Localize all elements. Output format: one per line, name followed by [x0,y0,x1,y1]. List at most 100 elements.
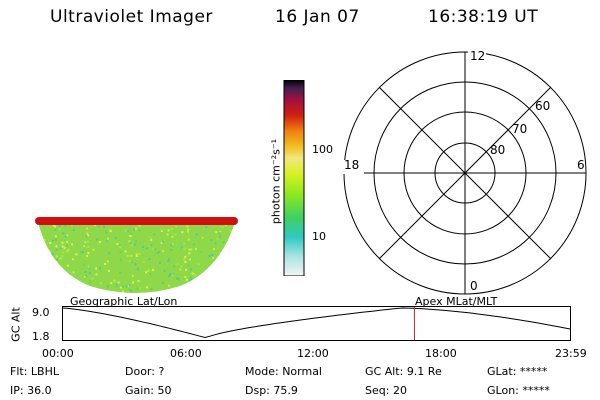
image-speckle [149,236,152,239]
image-speckle [145,247,148,250]
image-speckle [53,288,56,291]
image-speckle [130,290,133,292]
image-speckle [184,276,187,278]
image-speckle [209,269,212,272]
image-speckle [128,284,131,287]
image-speckle [130,254,133,257]
image-speckle [119,245,122,248]
image-speckle [172,273,175,276]
image-speckle [103,225,106,228]
image-speckle [166,233,169,236]
image-speckle [167,229,170,232]
image-speckle [229,229,232,232]
image-speckle [180,265,183,268]
image-speckle [65,276,68,279]
image-speckle [56,275,59,278]
image-speckle [87,252,90,255]
image-speckle [213,248,215,251]
mlat-label-70: 70 [512,122,527,136]
image-speckle [211,254,214,257]
image-speckle [186,288,189,291]
status-door: Door: ? [125,365,165,378]
image-speckle [126,254,129,257]
colorbar-tick-10: 10 [312,230,326,243]
image-speckle [126,230,129,233]
image-speckle [107,285,109,288]
status-glon: GLon: ***** [487,384,550,397]
image-speckle [135,255,138,257]
image-speckle [154,248,157,251]
mlt-label-12: 12 [470,49,485,63]
image-speckle [189,268,192,271]
x-tick-0000: 00:00 [42,347,74,360]
image-speckle [113,279,116,282]
image-speckle [216,261,219,263]
image-speckle [197,263,200,266]
image-speckle [71,258,74,261]
image-speckle [168,275,171,278]
image-speckle [64,281,67,284]
image-speckle [129,241,132,244]
image-speckle [41,242,44,245]
image-speckle [169,273,172,276]
image-speckle [228,279,231,282]
image-speckle [89,280,92,283]
image-speckle [224,280,227,283]
image-speckle [105,231,107,234]
image-speckle [232,257,235,260]
image-speckle [160,241,163,244]
image-speckle [71,243,73,246]
image-speckle [119,271,122,274]
image-speckle [66,241,69,243]
image-speckle [116,285,119,288]
image-speckle [187,228,190,231]
image-speckle [170,243,173,246]
image-speckle [216,265,219,268]
image-speckle [87,245,90,248]
image-speckle [183,247,186,250]
image-speckle [38,239,41,242]
image-speckle [174,233,177,236]
image-speckle [138,229,141,232]
image-speckle [89,285,92,288]
alt-tick-high: 9.0 [32,306,50,319]
image-speckle [146,286,148,289]
image-speckle [39,253,42,256]
image-speckle [48,249,51,252]
image-speckle [176,277,179,280]
image-speckle [63,246,66,249]
image-speckle [184,255,187,258]
image-speckle [187,238,190,241]
image-speckle [41,279,44,281]
image-speckle [110,282,113,285]
image-speckle [185,278,188,281]
image-speckle [153,233,156,236]
x-tick-2359: 23:59 [555,347,587,360]
image-speckle [128,291,131,293]
image-speckle [152,247,155,250]
image-speckle [150,288,153,290]
image-speckle [173,265,176,268]
image-speckle [168,284,171,287]
image-speckle [228,288,231,291]
image-speckle [193,288,196,290]
x-tick-1200: 12:00 [297,347,329,360]
image-speckle [121,285,124,288]
image-speckle [118,243,121,246]
image-speckle [136,287,139,290]
image-speckle [181,231,184,234]
status-flt: Flt: LBHL [10,365,59,378]
image-speckle [60,247,63,249]
image-speckle [228,286,231,289]
image-speckle [96,238,99,241]
image-speckle [119,258,122,261]
image-speckle [204,280,207,283]
image-speckle [230,249,233,252]
image-speckle [58,257,61,260]
image-speckle [170,249,173,251]
image-speckle [64,235,67,238]
image-speckle [188,248,191,251]
image-speckle [206,287,209,290]
image-speckle [200,250,203,253]
image-speckle [219,235,222,238]
